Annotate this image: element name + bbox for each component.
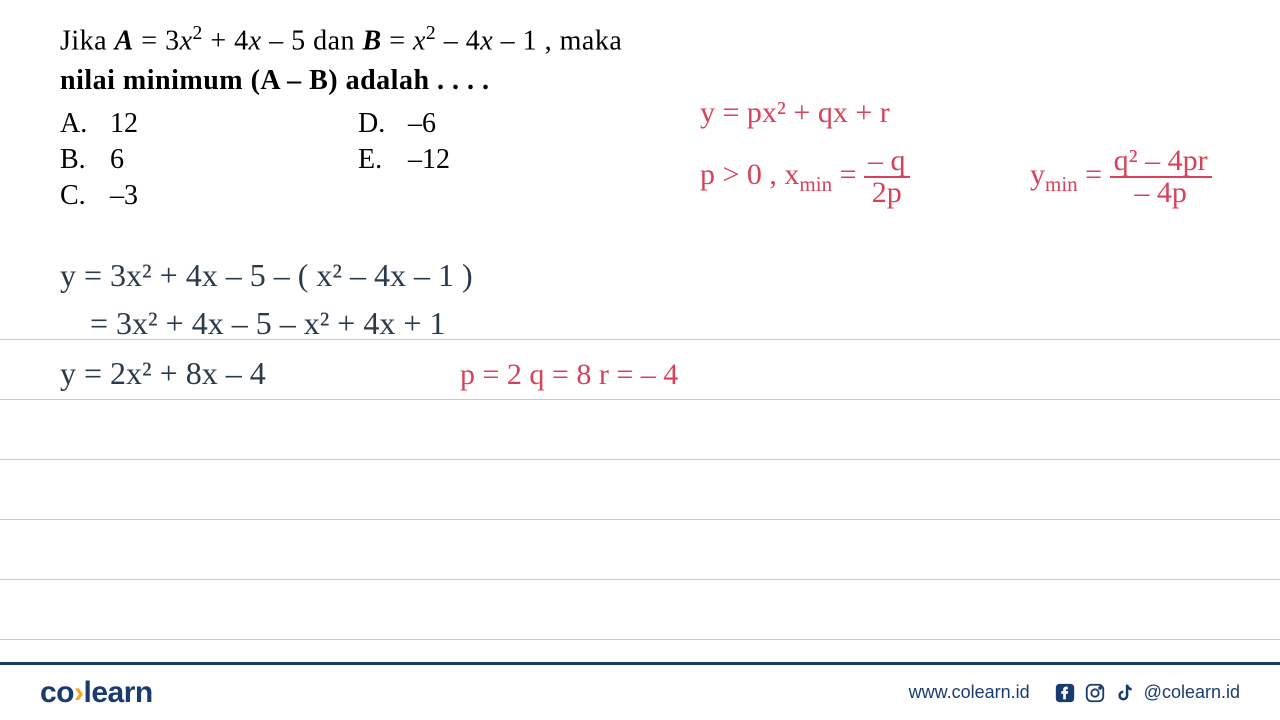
question-line-2: nilai minimum (A – B) adalah . . . . — [60, 61, 1240, 100]
work-line-2: = 3x² + 4x – 5 – x² + 4x + 1 — [90, 306, 445, 341]
question-line-1: Jika A = 3x2 + 4x – 5 dan B = x2 – 4x – … — [60, 20, 1240, 61]
work-line-1: y = 3x² + 4x – 5 – ( x² – 4x – 1 ) — [60, 258, 473, 293]
facebook-icon — [1054, 682, 1076, 704]
footer-handle: @colearn.id — [1144, 682, 1240, 703]
tiktok-icon — [1114, 682, 1136, 704]
option-d: D.–6 — [358, 108, 450, 140]
logo: co›learn — [40, 676, 153, 710]
option-a: A.12 — [60, 108, 138, 140]
footer-url: www.colearn.id — [909, 682, 1030, 703]
option-b: B.6 — [60, 144, 138, 176]
formula-ymin: ymin = q² – 4pr– 4p — [1030, 146, 1212, 208]
option-e: E.–12 — [358, 144, 450, 176]
footer: co›learn www.colearn.id @colearn.id — [0, 662, 1280, 720]
option-c: C.–3 — [60, 180, 138, 212]
formula-xmin: p > 0 , xmin = – q2p — [700, 146, 910, 208]
instagram-icon — [1084, 682, 1106, 704]
formula-quadratic: y = px² + qx + r — [700, 96, 890, 129]
work-coefficients: p = 2 q = 8 r = – 4 — [460, 358, 678, 391]
work-line-3: y = 2x² + 8x – 4 — [60, 356, 266, 391]
social-icons: @colearn.id — [1054, 682, 1240, 704]
